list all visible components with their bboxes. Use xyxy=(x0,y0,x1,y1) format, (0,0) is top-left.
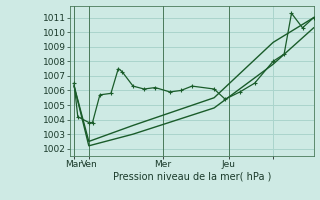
X-axis label: Pression niveau de la mer( hPa ): Pression niveau de la mer( hPa ) xyxy=(113,172,271,182)
